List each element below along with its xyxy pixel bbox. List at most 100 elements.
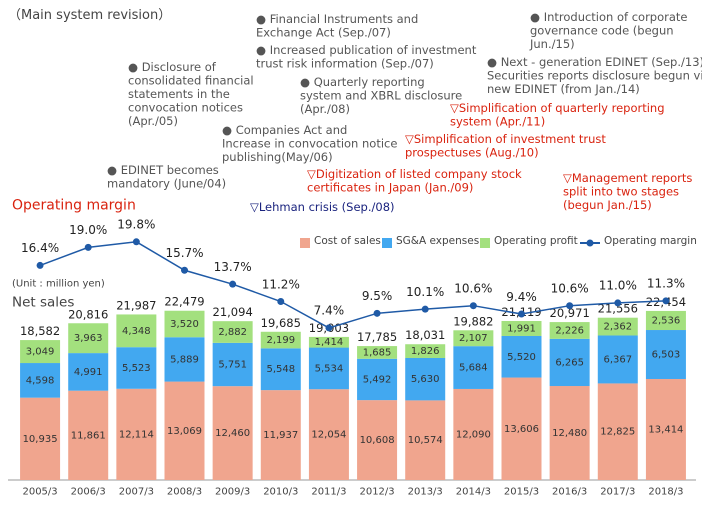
bar-segment <box>453 330 494 347</box>
bar-segment <box>357 400 398 480</box>
line-point <box>36 261 44 269</box>
annotation: (begun Jan./15) <box>563 198 652 212</box>
value-label: 2,226 <box>555 325 584 336</box>
value-label: 1,685 <box>363 347 392 358</box>
value-label: 12,090 <box>456 429 491 440</box>
value-label: 5,630 <box>411 374 440 385</box>
legend-label: Operating profit <box>494 235 578 247</box>
bar-segment <box>20 363 61 398</box>
value-label: 5,523 <box>122 363 151 374</box>
line-point <box>229 280 237 288</box>
x-tick-label: 2012/3 <box>359 486 394 497</box>
bar-segment <box>260 348 301 391</box>
line-point <box>325 324 333 332</box>
value-label: 3,520 <box>170 319 199 330</box>
bar-segment <box>212 342 253 387</box>
value-label: 6,367 <box>603 354 632 365</box>
annotation: ▽Simplification of quarterly reporting <box>450 101 665 115</box>
margin-label: 19.0% <box>69 223 107 237</box>
annotation: prospectuses (Aug./10) <box>405 145 539 159</box>
value-label: 5,548 <box>266 364 295 375</box>
bar-segment <box>405 400 446 480</box>
value-label: 12,054 <box>311 430 346 441</box>
line-point <box>373 309 381 317</box>
value-label: 2,199 <box>266 335 295 346</box>
line-point <box>84 243 92 251</box>
margin-label: 9.4% <box>506 290 537 304</box>
margin-label: 11.0% <box>599 279 637 293</box>
annotation: consolidated financial <box>128 73 254 87</box>
bar-segment <box>405 344 446 358</box>
x-tick-label: 2017/3 <box>600 486 635 497</box>
line-point <box>614 299 622 307</box>
annotation: ▽Lehman crisis (Sep./08) <box>250 200 395 214</box>
annotation: ● Next - generation EDINET (Sep./13) <box>487 55 702 69</box>
chart-title: （Main system revision） <box>8 8 171 23</box>
line-point <box>132 238 140 246</box>
line <box>39 241 666 329</box>
value-label: 12,480 <box>552 428 587 439</box>
x-tick-label: 2014/3 <box>456 486 491 497</box>
margin-label: 7.4% <box>314 304 345 318</box>
bar-segment <box>308 347 349 390</box>
value-label: 2,107 <box>459 333 488 344</box>
legend-swatch <box>480 238 490 248</box>
value-label: 3,049 <box>26 347 55 358</box>
bar-segment <box>597 383 638 480</box>
total-label: 18,031 <box>405 328 445 342</box>
annotation: ● Introduction of corporate <box>530 10 688 24</box>
annotation: convocation notices <box>128 100 243 114</box>
value-label: 2,882 <box>218 327 247 338</box>
margin-label: 10.1% <box>406 285 444 299</box>
annotation: publishing(May/06) <box>222 150 333 164</box>
bar-segment <box>116 314 157 348</box>
x-tick-label: 2007/3 <box>119 486 154 497</box>
annotation: ● Financial Instruments and <box>256 12 418 26</box>
value-label: 10,935 <box>23 434 58 445</box>
line-title: Operating margin <box>12 198 136 214</box>
total-label: 19,882 <box>453 314 493 328</box>
bar-segment <box>68 390 109 480</box>
total-label: 21,094 <box>213 305 253 319</box>
margin-label: 13.7% <box>214 260 252 274</box>
legend-label: SG&A expenses <box>396 235 479 247</box>
value-label: 2,536 <box>652 315 681 326</box>
bar-segment <box>405 357 446 401</box>
x-tick-label: 2011/3 <box>311 486 346 497</box>
x-tick-label: 2016/3 <box>552 486 587 497</box>
bar-segment <box>357 346 398 359</box>
bar-segment <box>20 397 61 480</box>
annotation: system (Apr./11) <box>450 114 545 128</box>
value-label: 11,861 <box>71 430 106 441</box>
annotation: ▽Simplification of investment trust <box>405 132 606 146</box>
bar-segment <box>645 310 686 331</box>
bar-segment <box>164 310 205 338</box>
bar-segment <box>549 386 590 480</box>
value-label: 4,598 <box>26 375 55 386</box>
annotation: mandatory (June/04) <box>107 176 226 190</box>
margin-label: 10.6% <box>551 281 589 295</box>
value-label: 5,889 <box>170 354 199 365</box>
x-tick-label: 2006/3 <box>71 486 106 497</box>
annotation: ▽Digitization of listed company stock <box>307 167 522 181</box>
bar-segment <box>212 321 253 343</box>
value-label: 5,684 <box>459 363 488 374</box>
annotation: ● Disclosure of <box>128 60 217 74</box>
bar-segment <box>501 377 542 480</box>
margin-label: 15.7% <box>165 246 203 260</box>
bar-segment <box>549 322 590 339</box>
bar-segment <box>549 338 590 387</box>
value-label: 13,414 <box>648 424 683 435</box>
bar-segment <box>453 388 494 480</box>
value-label: 5,534 <box>315 363 344 374</box>
x-tick-label: 2018/3 <box>648 486 683 497</box>
value-label: 4,348 <box>122 326 151 337</box>
x-tick-label: 2013/3 <box>408 486 443 497</box>
bar-segment <box>20 340 61 364</box>
bar-segment <box>308 336 349 348</box>
annotation: (Apr./08) <box>300 102 350 116</box>
bar-segment <box>645 330 686 379</box>
annotation: Securities reports disclosure begun via <box>487 68 702 82</box>
annotation: statements in the <box>128 87 230 101</box>
